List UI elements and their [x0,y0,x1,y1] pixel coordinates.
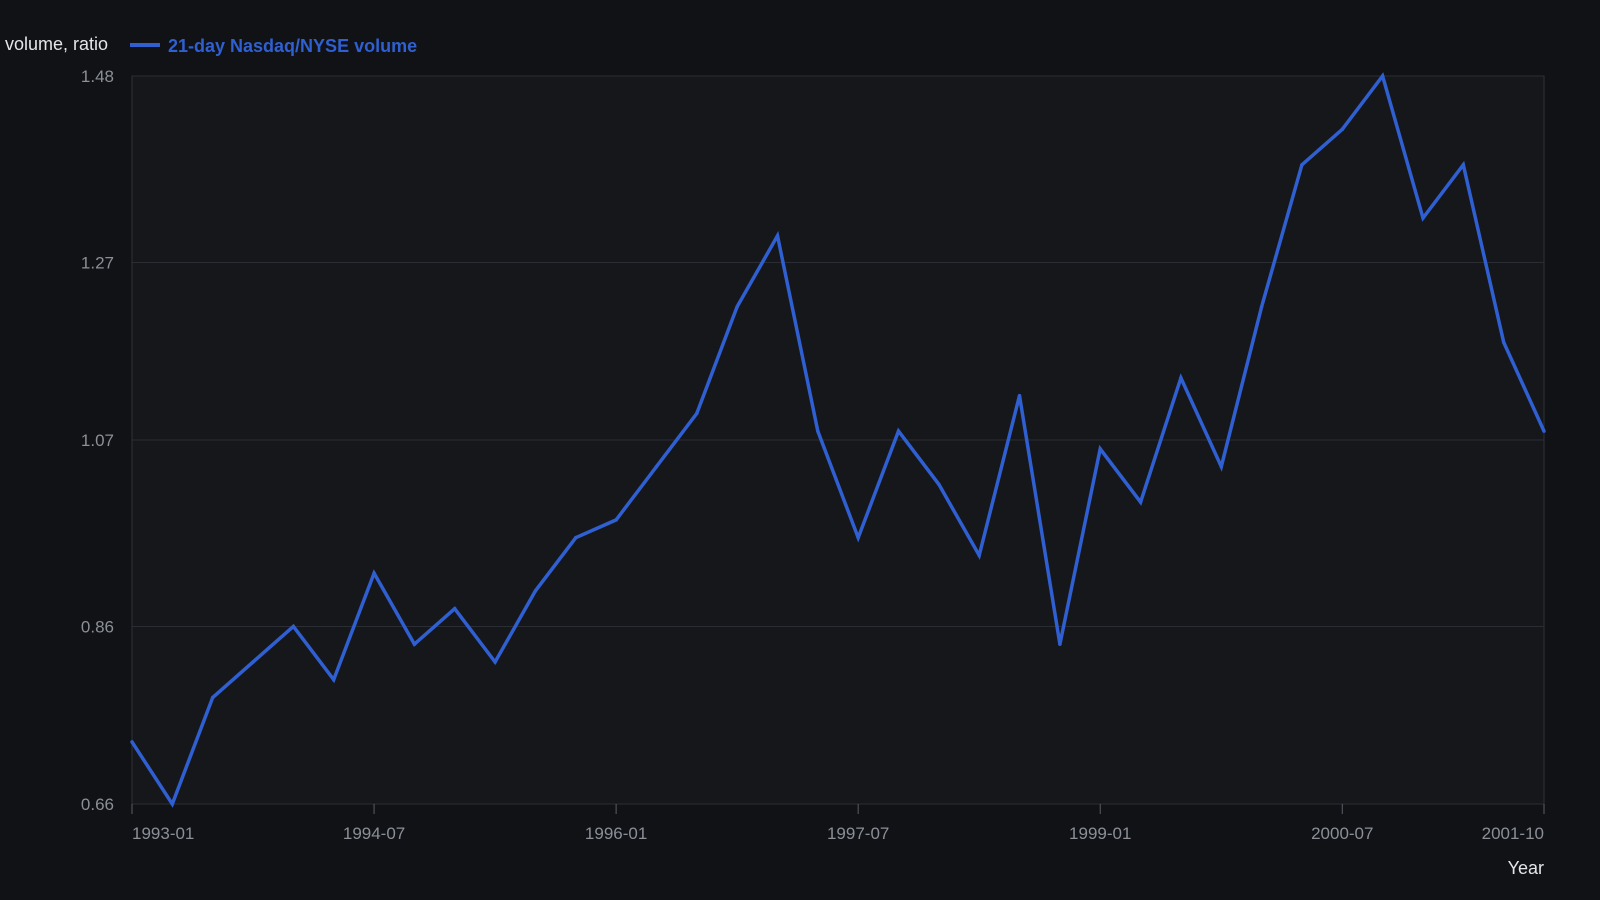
x-tick-label: 1996-01 [585,824,647,843]
y-axis-title: volume, ratio [5,34,108,54]
data-point [170,802,175,806]
data-point [775,234,780,238]
data-point [1138,500,1143,504]
data-point [251,660,255,664]
x-tick-label: 2001-10 [1482,824,1544,843]
data-point [574,535,578,540]
x-axis-title: Year [1508,858,1544,878]
data-point [1219,464,1224,469]
data-point [937,482,941,487]
data-point [493,660,497,664]
data-point [977,553,981,558]
y-tick-label: 1.07 [81,431,114,450]
data-point [1017,393,1022,398]
data-point [654,464,659,469]
data-point [372,571,376,575]
y-tick-label: 1.27 [81,253,114,272]
data-point [1340,127,1345,132]
data-point [331,677,336,682]
data-point [1058,642,1062,646]
y-tick-label: 0.86 [81,617,114,636]
data-point [856,535,860,540]
data-point [695,411,699,416]
grid-lines [132,75,1544,805]
x-tick-label: 1994-07 [343,824,405,843]
data-point [210,695,215,700]
data-point [1542,429,1546,433]
legend-label[interactable]: 21-day Nasdaq/NYSE volume [168,36,417,56]
data-point [130,740,134,744]
data-point [816,429,820,433]
series-group [130,72,1546,808]
data-point [614,518,618,522]
data-point [1259,305,1264,309]
data-point [1501,340,1506,345]
x-tick-label: 1999-01 [1069,824,1131,843]
data-point [1098,447,1102,451]
data-point [291,624,296,629]
x-tick-label: 1997-07 [827,824,889,843]
series-line [130,72,1546,808]
data-point [1179,376,1183,380]
x-axis: 1993-01 1994-07 1996-01 1997-07 1999-01 2000-… [131,804,1545,843]
y-tick-label: 1.48 [81,67,114,86]
data-point [452,606,457,611]
data-point [1421,216,1425,220]
y-axis: 0.66 0.86 1.07 1.27 1.48 [81,67,114,814]
y-tick-label: 0.66 [81,795,114,814]
x-tick-label: 1993-01 [132,824,194,843]
data-point [735,305,739,309]
x-tick-label: 2000-07 [1311,824,1373,843]
data-point [412,642,417,646]
data-point [1300,163,1304,167]
data-point [896,429,901,433]
data-point [1380,74,1385,78]
data-point [533,589,538,593]
data-point [1461,163,1466,167]
